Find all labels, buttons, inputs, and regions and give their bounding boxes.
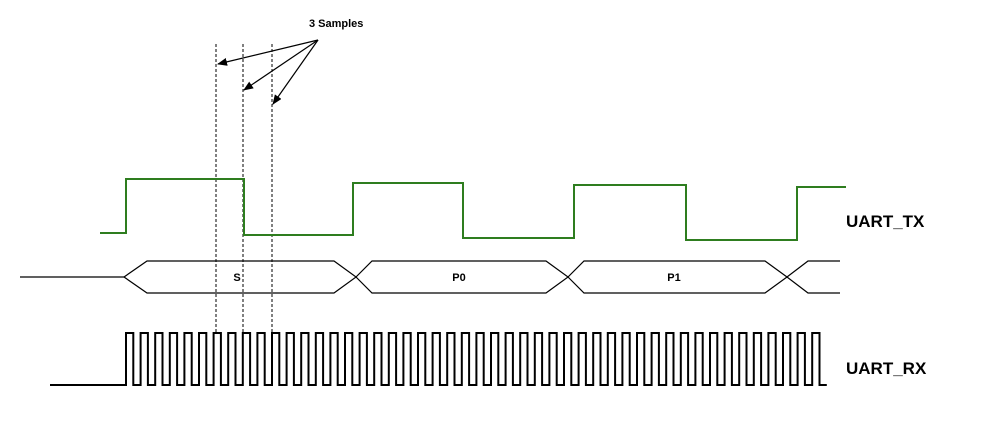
annotation-arrows — [217, 39, 319, 105]
bus-segment-s: S — [233, 272, 240, 284]
sample-arrow-2 — [243, 39, 319, 91]
uart-rx-waveform — [50, 332, 827, 386]
uart-tx-waveform — [100, 178, 846, 241]
bus-upper-line — [123, 260, 840, 278]
sample-arrow-3 — [272, 39, 319, 105]
bus-segment-p1: P1 — [667, 272, 680, 284]
sample-arrow-1 — [217, 39, 319, 66]
uart-rx-label: UART_RX — [846, 359, 927, 378]
bus-lower-line — [123, 276, 840, 294]
bus-lines — [20, 260, 840, 294]
bus-segment-p0: P0 — [452, 272, 465, 284]
sample-lines — [215, 44, 273, 333]
annotation-label: 3 Samples — [309, 18, 363, 30]
uart-tx-label: UART_TX — [846, 212, 925, 231]
